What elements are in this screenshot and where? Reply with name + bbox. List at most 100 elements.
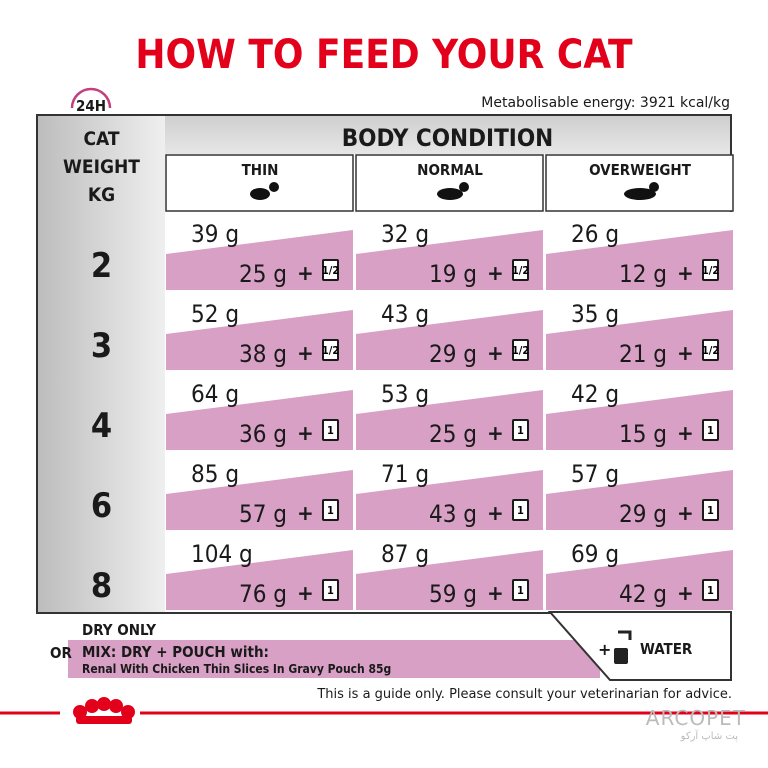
mix-amount: 25 g [238,260,287,288]
badge: 24H [75,97,107,115]
mix-amount: 21 g [618,340,667,368]
dry-amount: 64 g [191,380,240,408]
water-box [547,611,732,681]
mix-amount: 76 g [238,580,287,608]
mix-amount: 29 g [428,340,477,368]
dry-amount: 85 g [191,460,240,488]
cell-band [166,550,353,611]
pouch-icon: 1 [512,579,529,601]
mix-amount: 15 g [618,420,667,448]
weight-header: WEIGHT [63,156,140,178]
plus: + [297,341,314,365]
column-header [165,154,354,212]
dry-amount: 43 g [381,300,430,328]
cell-band [356,390,543,451]
plus: + [297,581,314,605]
dry-amount: 39 g [191,220,240,248]
mix-amount: 43 g [428,500,477,528]
plus: + [297,501,314,525]
group-header: BODY CONDITION [341,124,554,152]
pouch-icon: 1/2 [512,339,529,361]
dry-only: DRY ONLY [82,621,157,639]
weight: 8 [90,566,113,606]
mix-amount: 59 g [428,580,477,608]
cat-icon [649,182,659,192]
group-header-bar [165,116,730,154]
dry-amount: 26 g [571,220,620,248]
cell-band [356,470,543,531]
title: HOW TO FEED YOUR CAT [135,32,633,78]
watermark: ARCOPET [645,706,746,730]
pouch-icon: 1/2 [512,259,529,281]
column-label: OVERWEIGHT [589,161,691,179]
pouch-icon: 1 [512,499,529,521]
dry-amount: 87 g [381,540,430,568]
cell-band [546,230,733,291]
cat-icon [437,188,463,200]
pouch-icon: 1 [322,499,339,521]
brand-logo [73,697,135,724]
cell-band [166,230,353,291]
plus: + [487,421,504,445]
water: WATER [640,640,693,658]
plus: + [677,261,694,285]
column-header [545,154,734,212]
cell-band [546,550,733,611]
mix-amount: 57 g [238,500,287,528]
pouch-icon: 1 [512,419,529,441]
plus: + [677,341,694,365]
pouch-icon: 1 [702,579,719,601]
dry-amount: 57 g [571,460,620,488]
dry-amount: 42 g [571,380,620,408]
column-header [355,154,544,212]
weight: 2 [90,246,113,286]
pouch-icon: 1/2 [702,339,719,361]
dry-amount: 32 g [381,220,430,248]
pouch-icon: 1 [322,419,339,441]
dry-amount: 104 g [191,540,253,568]
plus: + [677,421,694,445]
plus: + [598,640,612,659]
footer: This is a guide only. Please consult you… [317,687,732,702]
weight: 6 [90,486,113,526]
cell-band [356,550,543,611]
weight: 3 [90,326,113,366]
mix-amount: 19 g [428,260,477,288]
plus: + [487,581,504,605]
dry-amount: 71 g [381,460,430,488]
cell-band [356,310,543,371]
weight-column [38,116,165,612]
mix-amount: 36 g [238,420,287,448]
mix-bar [68,640,600,678]
water-bowl [614,648,628,664]
dry-amount: 35 g [571,300,620,328]
pouch-icon: 1/2 [322,259,339,281]
weight-header: KG [87,184,116,206]
mix-amount: 12 g [618,260,667,288]
weight-header: CAT [83,128,120,150]
pouch-icon: 1 [322,579,339,601]
mix-amount: 29 g [618,500,667,528]
cat-icon [269,182,279,192]
dry-amount: 69 g [571,540,620,568]
plus: + [677,501,694,525]
water-tap [618,630,632,640]
mix-amount: 38 g [238,340,287,368]
cell-band [546,390,733,451]
cell-band [166,390,353,451]
plus: + [487,261,504,285]
cat-icon [459,182,469,192]
pouch-icon: 1 [702,419,719,441]
cat-icon [250,188,270,200]
column-label: NORMAL [417,161,483,179]
dry-amount: 52 g [191,300,240,328]
pouch-icon: 1/2 [322,339,339,361]
cell-band [166,470,353,531]
pouch-name: Renal With Chicken Thin Slices In Gravy … [82,662,392,676]
plus: + [677,581,694,605]
energy: Metabolisable energy: 3921 kcal/kg [481,95,730,111]
cell-band [356,230,543,291]
watermark-subtitle: پت شاپ آرکو [680,731,738,742]
